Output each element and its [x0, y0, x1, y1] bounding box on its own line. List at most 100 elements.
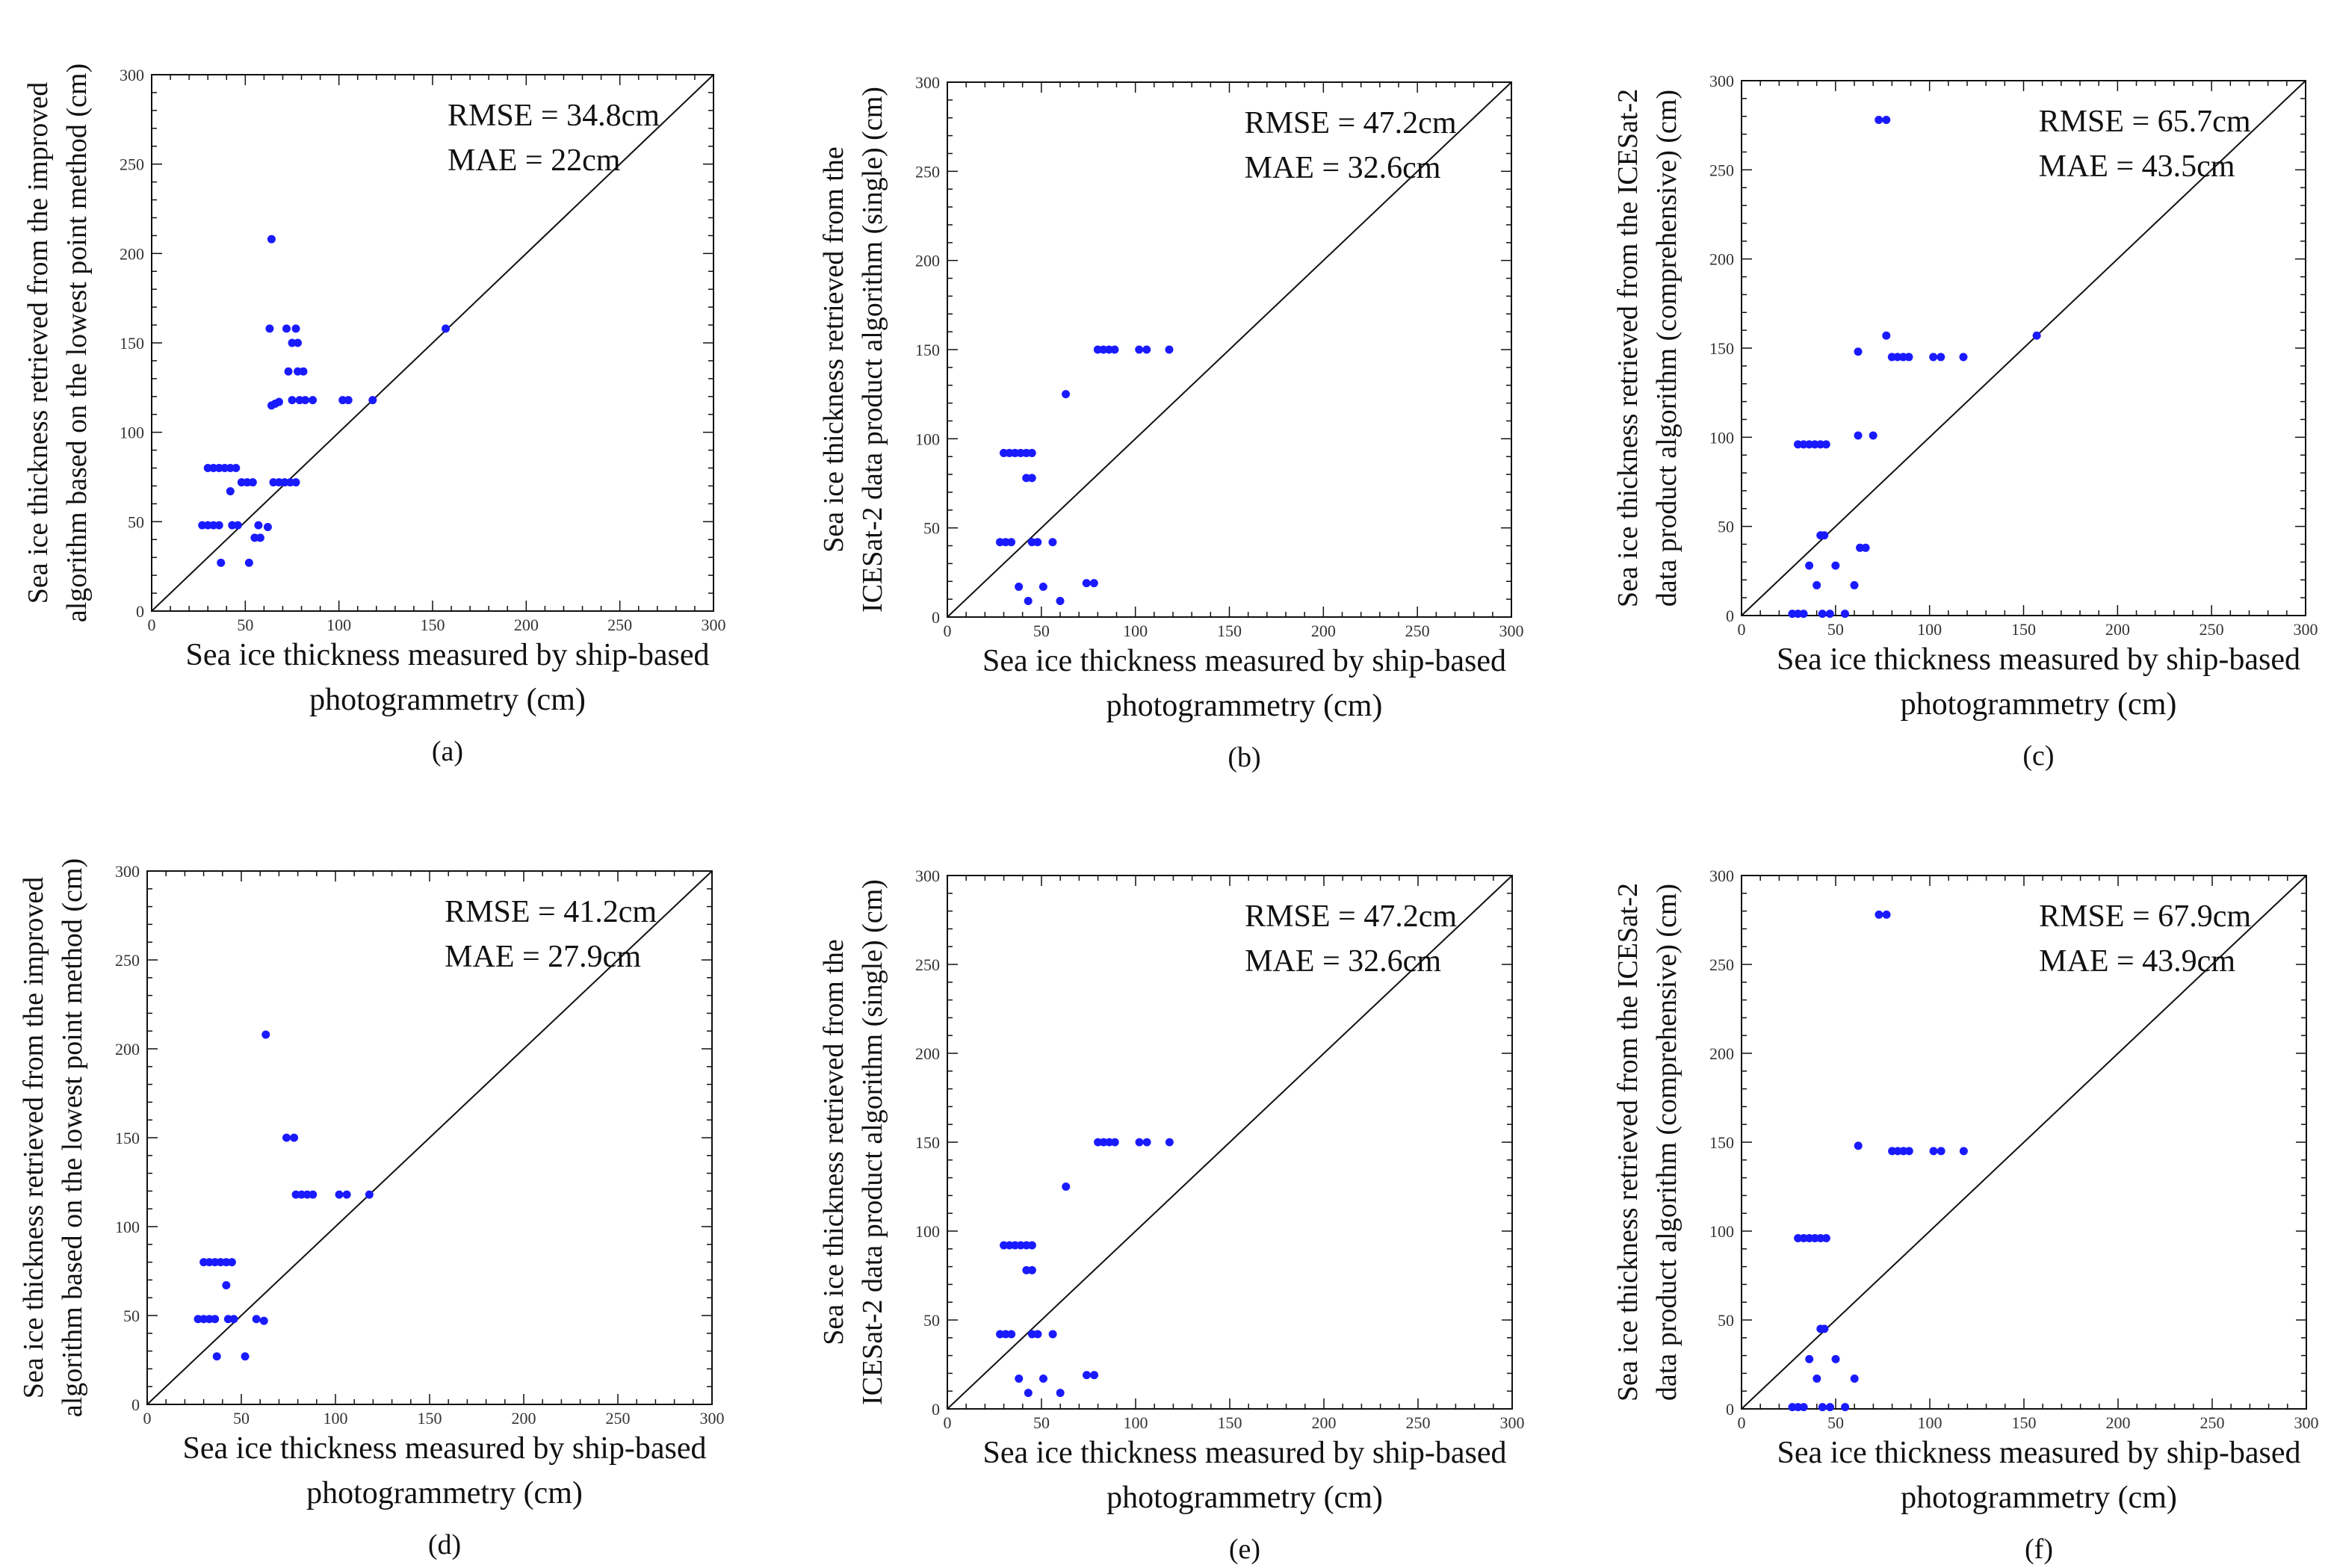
y-tick-label: 100 — [1709, 428, 1734, 447]
mae-annotation: MAE = 22cm — [448, 143, 621, 178]
data-point — [1794, 1234, 1803, 1243]
data-point — [1000, 1241, 1009, 1250]
data-point — [1022, 1265, 1031, 1274]
data-point — [1888, 1147, 1897, 1156]
data-point — [1048, 538, 1057, 547]
panel-a: 0 50 100 150 200 250 300 0 50 100 150 200 250 300 RMSE… — [22, 63, 726, 767]
y-tick-label: 300 — [120, 66, 144, 84]
data-point — [1033, 1330, 1042, 1339]
data-point — [309, 396, 318, 405]
data-point — [295, 396, 304, 405]
data-point — [1875, 116, 1883, 125]
data-point — [280, 478, 289, 487]
rmse-annotation: RMSE = 47.2cm — [1245, 106, 1457, 140]
y-tick-label: 300 — [115, 862, 140, 881]
one-to-one-line — [947, 81, 1512, 618]
data-point — [1788, 1403, 1797, 1412]
data-point — [996, 1330, 1005, 1339]
x-axis-label: Sea ice thickness measured by ship-based — [186, 638, 710, 672]
data-point — [285, 478, 294, 487]
y-tick-label: 50 — [923, 1311, 940, 1330]
data-point — [282, 324, 291, 333]
y-tick-label: 250 — [115, 951, 140, 970]
data-point — [1861, 543, 1870, 552]
y-axis-label: Sea ice thickness retrieved from the ICE… — [1612, 89, 1644, 607]
data-point — [211, 1258, 220, 1267]
y-tick-label: 50 — [128, 512, 144, 531]
data-point — [1818, 1403, 1827, 1412]
data-point — [1788, 610, 1797, 619]
data-point — [214, 464, 223, 473]
panel-f: 0 50 100 150 200 250 300 0 50 100 150 200 250 300 RMSE… — [1612, 867, 2319, 1565]
x-tick-label: 50 — [1827, 620, 1844, 639]
y-tick-label: 50 — [1718, 518, 1734, 536]
data-point — [1110, 345, 1119, 354]
data-point — [288, 338, 297, 347]
data-point — [1821, 1234, 1830, 1243]
data-point — [1033, 538, 1042, 547]
data-point — [1048, 1330, 1057, 1339]
data-point — [294, 338, 303, 347]
data-point — [1090, 1371, 1099, 1380]
data-point — [1001, 538, 1010, 547]
one-to-one-line — [1741, 875, 2307, 1410]
data-point — [1816, 440, 1825, 449]
data-point — [1813, 1375, 1821, 1383]
data-point — [1799, 440, 1808, 449]
data-point — [1105, 1138, 1114, 1147]
panel-label: (f) — [2025, 1534, 2053, 1565]
rmse-annotation: RMSE = 34.8cm — [448, 99, 660, 133]
one-to-one-line — [947, 875, 1513, 1410]
x-tick-label: 100 — [1124, 1413, 1148, 1432]
y-tick-label: 100 — [115, 1218, 140, 1236]
data-point — [214, 521, 223, 530]
data-point — [338, 396, 347, 405]
x-tick-label: 150 — [418, 1409, 442, 1428]
x-axis-label: photogrammetry (cm) — [1106, 1481, 1383, 1515]
x-tick-label: 300 — [702, 616, 726, 634]
data-point — [1094, 1138, 1103, 1147]
x-axis-label: photogrammetry (cm) — [306, 1476, 583, 1510]
data-point — [344, 396, 353, 405]
x-axis-label: photogrammetry (cm) — [1106, 689, 1383, 723]
data-point — [1831, 1354, 1840, 1363]
y-tick-label: 150 — [1709, 1133, 1734, 1152]
data-point — [1011, 1241, 1020, 1250]
data-point — [1854, 1141, 1863, 1150]
panel-label: (d) — [428, 1529, 461, 1561]
y-tick-label: 250 — [1709, 161, 1734, 179]
data-point — [223, 1315, 232, 1324]
x-tick-label: 200 — [2105, 620, 2130, 639]
data-point — [241, 1352, 250, 1361]
y-tick-label: 300 — [1709, 867, 1734, 885]
y-tick-label: 150 — [915, 1133, 940, 1152]
x-tick-label: 300 — [2294, 620, 2318, 639]
data-point — [1805, 1234, 1814, 1243]
data-point — [1818, 610, 1827, 619]
data-point — [237, 478, 246, 487]
data-point — [297, 1190, 306, 1199]
data-point — [261, 1030, 270, 1039]
data-point — [267, 235, 276, 244]
x-tick-label: 300 — [2294, 1413, 2319, 1432]
mae-annotation: MAE = 32.6cm — [1245, 151, 1441, 185]
data-point — [199, 1315, 208, 1324]
x-tick-label: 200 — [1311, 622, 1336, 640]
data-point — [203, 521, 212, 530]
y-tick-label: 0 — [131, 1395, 140, 1414]
data-point — [1056, 1389, 1065, 1398]
data-point — [995, 538, 1004, 547]
y-axis-label: ICESat-2 data product algorithm (single)… — [857, 87, 888, 613]
x-tick-label: 100 — [1917, 620, 1942, 639]
x-tick-label: 200 — [1312, 1413, 1337, 1432]
data-point — [1016, 1241, 1025, 1250]
data-point — [1142, 1138, 1151, 1147]
x-tick-label: 50 — [1033, 1413, 1050, 1432]
x-tick-label: 150 — [1218, 1413, 1242, 1432]
data-point — [220, 464, 229, 473]
y-tick-label: 0 — [1726, 1400, 1734, 1419]
data-point — [1038, 582, 1047, 591]
x-axis-label: Sea ice thickness measured by ship-based — [1777, 642, 2300, 677]
y-tick-label: 0 — [1726, 607, 1734, 625]
data-point — [282, 1133, 291, 1142]
